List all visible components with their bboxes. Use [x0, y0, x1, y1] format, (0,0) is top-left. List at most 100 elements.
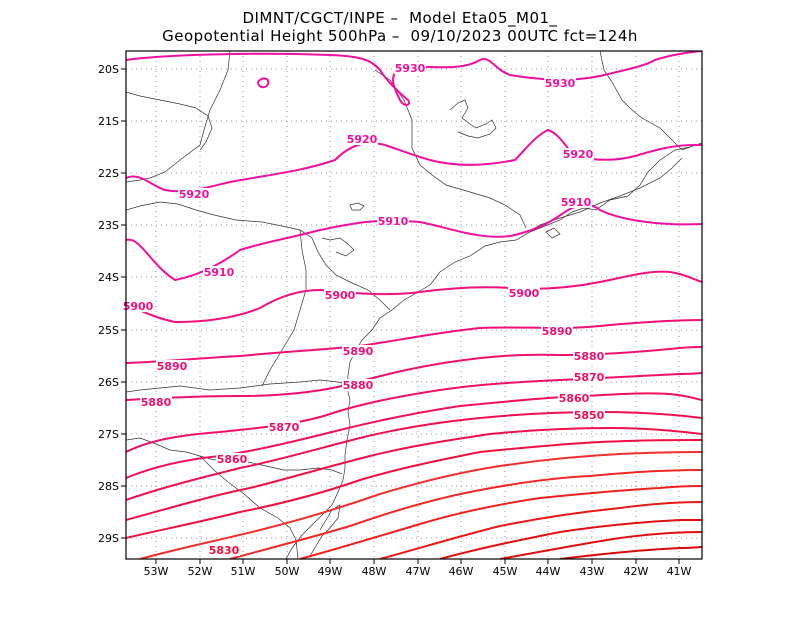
lat-label: 25S	[98, 324, 119, 337]
lon-label: 52W	[188, 565, 213, 578]
coastline	[285, 142, 702, 559]
state-border-sp-mg-north	[374, 69, 527, 229]
contour-label-bg	[394, 62, 426, 74]
contour-label-5890: 5890	[343, 345, 374, 358]
lon-tick-labels: 53W 52W 51W 50W 49W 48W 47W 46W 45W 44W …	[144, 565, 692, 578]
lon-label: 44W	[536, 565, 561, 578]
contour-label-bg	[122, 300, 154, 312]
contour-label-bg	[342, 379, 374, 391]
contour-label-bg	[203, 266, 235, 278]
contour-label-5850: 5850	[574, 409, 605, 422]
contour-label-bg	[541, 325, 573, 337]
contour-label-5860: 5860	[559, 392, 590, 405]
lon-label: 41W	[667, 565, 692, 578]
lon-label: 47W	[406, 565, 431, 578]
contour-label-5910: 5910	[204, 266, 235, 279]
state-border-ms-sp	[126, 91, 213, 151]
contour-label-5830: 5830	[209, 544, 240, 557]
contour-label-bg	[268, 421, 300, 433]
river-paranapanema	[321, 237, 355, 257]
lon-label: 51W	[231, 565, 256, 578]
contour-label-5870: 5870	[574, 371, 605, 384]
contour-label-5860: 5860	[217, 453, 248, 466]
contour-5840	[126, 426, 702, 521]
contour-labels: 5930 5930 5920 5920 5920 5910 5910 5910 5900 5900…	[122, 62, 605, 557]
state-border-mg-es	[599, 51, 691, 151]
contour-label-bg	[508, 287, 540, 299]
contour-label-5880: 5880	[574, 350, 605, 363]
contour-label-bg	[342, 345, 374, 357]
contour-label-bg	[377, 215, 409, 227]
chart-title-line2: Geopotential Height 500hPa – 09/10/2023 …	[162, 27, 638, 45]
lon-label: 45W	[493, 565, 518, 578]
contour-5910	[126, 204, 702, 282]
contour-5900	[126, 270, 702, 324]
state-border-sp-mg	[126, 51, 231, 183]
contour-label-5900: 5900	[509, 287, 540, 300]
contour-label-5910: 5910	[561, 196, 592, 209]
reservoir-furnas	[449, 99, 497, 139]
contour-label-bg	[560, 196, 592, 208]
lon-label: 42W	[624, 565, 649, 578]
contour-5770	[499, 531, 702, 559]
contour-label-5900: 5900	[325, 289, 356, 302]
boundaries	[126, 51, 702, 559]
lat-tick-labels: 20S 21S 22S 23S 24S 25S 26S 27S 28S 29S	[98, 63, 119, 545]
contour-label-bg	[346, 133, 378, 145]
contour-label-5890: 5890	[542, 325, 573, 338]
lake-south-west	[349, 202, 365, 211]
contour-5790	[379, 501, 702, 559]
contour-label-bg	[573, 371, 605, 383]
contour-label-bg	[178, 188, 210, 200]
contour-label-5880: 5880	[141, 396, 172, 409]
contour-5920	[126, 128, 702, 193]
contour-5930-closed	[256, 77, 270, 89]
lake-lagoa-dos-patos	[309, 504, 341, 557]
state-border-sp-pr	[126, 201, 391, 311]
lon-label: 46W	[449, 565, 474, 578]
state-border-pr-west	[261, 229, 307, 387]
contour-label-5920: 5920	[563, 148, 594, 161]
contour-5760	[559, 546, 702, 559]
contour-label-bg	[558, 392, 590, 404]
contour-label-bg	[562, 148, 594, 160]
contour-label-5920: 5920	[347, 133, 378, 146]
contour-label-bg	[573, 350, 605, 362]
lat-label: 28S	[98, 480, 119, 493]
contour-5800	[299, 485, 702, 559]
tick-marks	[121, 68, 680, 564]
lon-label: 53W	[144, 565, 169, 578]
lat-label: 23S	[98, 219, 119, 232]
contour-label-bg	[324, 289, 356, 301]
lat-label: 26S	[98, 376, 119, 389]
contour-5870	[126, 372, 702, 453]
coastal-islands	[545, 227, 561, 239]
contour-label-bg	[216, 453, 248, 465]
contour-label-bg	[156, 360, 188, 372]
plot-frame	[125, 50, 703, 560]
contour-label-5880: 5880	[343, 379, 374, 392]
contour-label-5870: 5870	[269, 421, 300, 434]
contour-label-bg	[208, 544, 240, 556]
lat-label: 22S	[98, 167, 119, 180]
lat-label: 29S	[98, 532, 119, 545]
contour-label-5900: 5900	[123, 300, 154, 313]
contour-label-bg	[140, 396, 172, 408]
lon-label: 43W	[580, 565, 605, 578]
contour-label-5910: 5910	[378, 215, 409, 228]
lon-label: 50W	[275, 565, 300, 578]
contour-label-5920: 5920	[179, 188, 210, 201]
contour-label-bg	[573, 409, 605, 421]
chart-title-line1: DIMNT/CGCT/INPE – Model Eta05_M01_	[242, 9, 558, 27]
contour-label-5930: 5930	[545, 77, 576, 90]
lat-label: 24S	[98, 271, 119, 284]
lat-label: 21S	[98, 115, 119, 128]
lon-label: 48W	[362, 565, 387, 578]
contour-5820	[139, 451, 702, 559]
contour-5890	[126, 319, 702, 364]
contour-5930	[126, 51, 702, 106]
state-border-pr-sc	[126, 379, 351, 393]
contour-5850	[126, 410, 702, 501]
contour-5780	[439, 519, 702, 559]
